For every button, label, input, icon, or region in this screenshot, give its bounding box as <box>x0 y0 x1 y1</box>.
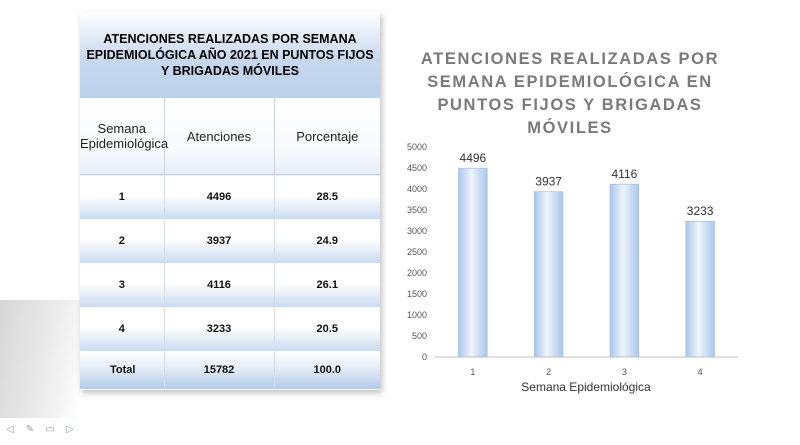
cell-total-label: Total <box>80 351 165 389</box>
x-tick-label: 1 <box>470 367 475 377</box>
x-tick-label: 4 <box>698 367 703 377</box>
cell-total-attentions: 15782 <box>164 351 275 389</box>
x-tick-label: 2 <box>546 367 551 377</box>
slide-shadow <box>0 300 80 418</box>
bar-series: 4496 3937 4116 3233 <box>458 151 715 358</box>
cell-percentage: 20.5 <box>274 307 381 351</box>
cell-attentions: 3937 <box>164 219 275 263</box>
bar-value-label: 4496 <box>460 151 487 165</box>
data-table-container: ATENCIONES REALIZADAS POR SEMANA EPIDEMI… <box>80 12 381 390</box>
cell-attentions: 3233 <box>164 307 275 351</box>
column-header-week: Semana Epidemiológica <box>80 98 168 175</box>
y-tick-label: 0 <box>422 352 427 362</box>
cell-total-percentage: 100.0 <box>274 351 381 389</box>
y-axis: 0 500 1000 1500 2000 2500 3000 3500 4000 4500 5000 <box>407 142 427 362</box>
menu-icon[interactable]: ▭ <box>45 424 55 435</box>
table-row: 3 4116 26.1 <box>80 263 381 307</box>
table-total-row: Total 15782 100.0 <box>80 351 381 389</box>
bar-value-label: 4116 <box>611 167 637 181</box>
y-tick-label: 4000 <box>407 184 427 194</box>
y-tick-label: 3000 <box>407 226 427 236</box>
cell-week: 2 <box>80 219 165 263</box>
bar-value-label: 3937 <box>535 175 562 189</box>
bar-chart: 0 500 1000 1500 2000 2500 3000 3500 4000 4500 5000… <box>407 142 738 394</box>
arrow-right-icon[interactable]: ▷ <box>66 424 74 435</box>
y-tick-label: 4500 <box>407 163 427 173</box>
x-tick-label: 3 <box>622 367 627 377</box>
y-tick-label: 1000 <box>407 310 427 320</box>
y-tick-label: 3500 <box>407 205 427 215</box>
bar <box>685 220 715 358</box>
table-title: ATENCIONES REALIZADAS POR SEMANA EPIDEMI… <box>80 12 381 98</box>
data-table: ATENCIONES REALIZADAS POR SEMANA EPIDEMI… <box>80 12 381 389</box>
bar <box>533 191 564 358</box>
arrow-left-icon[interactable]: ◁ <box>6 424 14 435</box>
table-row: 1 4496 28.5 <box>80 174 381 219</box>
cell-week: 1 <box>80 174 165 219</box>
chart-title: ATENCIONES REALIZADAS POR SEMANA EPIDEMI… <box>420 50 720 137</box>
cell-percentage: 28.5 <box>274 174 381 219</box>
x-axis-label: Semana Epidemiológica <box>521 380 651 394</box>
cell-week: 4 <box>80 307 165 351</box>
bar <box>609 183 640 358</box>
cell-percentage: 26.1 <box>274 263 381 307</box>
cell-attentions: 4496 <box>164 174 275 219</box>
bar-value-label: 3233 <box>687 204 714 218</box>
table-row: 4 3233 20.5 <box>80 307 381 351</box>
bar <box>458 167 488 358</box>
x-axis: 1 2 3 4 <box>435 356 738 377</box>
column-header-attentions: Atenciones <box>164 98 275 175</box>
cell-attentions: 4116 <box>164 263 275 307</box>
pen-icon[interactable]: ✎ <box>25 424 35 435</box>
y-tick-label: 5000 <box>407 142 427 152</box>
column-header-percentage: Porcentaje <box>274 98 381 175</box>
cell-percentage: 24.9 <box>274 219 381 263</box>
cell-week: 3 <box>80 263 165 307</box>
y-tick-label: 1500 <box>407 289 427 299</box>
table-row: 2 3937 24.9 <box>80 219 381 263</box>
slide-nav-controls: ◁ ✎ ▭ ▷ <box>4 425 76 435</box>
y-tick-label: 2500 <box>407 247 427 257</box>
y-tick-label: 2000 <box>407 268 427 278</box>
y-tick-label: 500 <box>412 331 427 341</box>
